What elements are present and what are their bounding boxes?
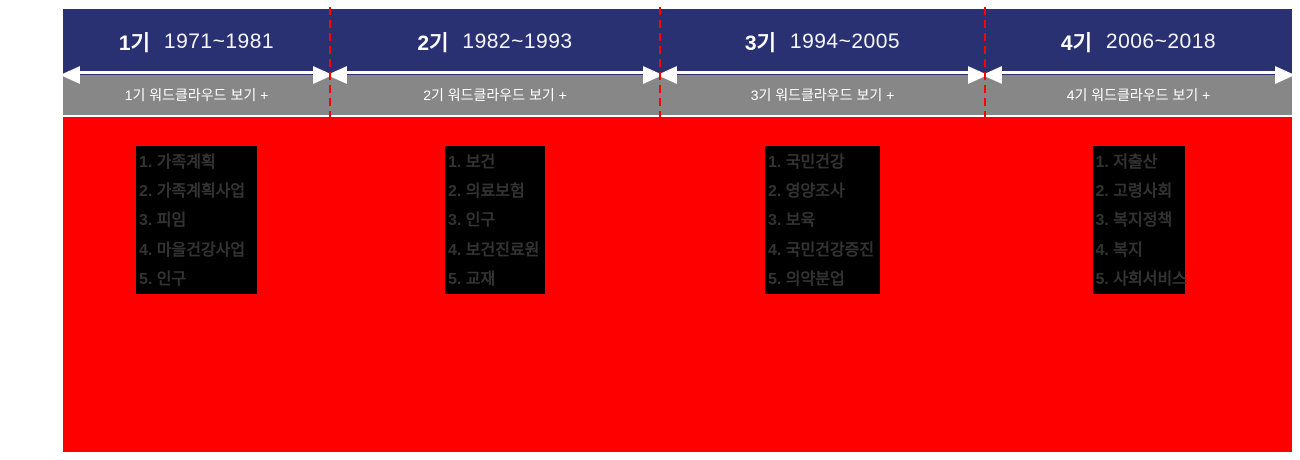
keyword-rank-item: 5. 교재 xyxy=(448,270,496,288)
keyword-rank-item: 3. 복지정책 xyxy=(1095,212,1173,230)
period-header: 2기 1982~1993 xyxy=(330,9,660,75)
keyword-rank-item: 2. 영양조사 xyxy=(768,183,845,201)
period-label: 2기 xyxy=(417,32,449,55)
keyword-rank-item: 4. 보건진료원 xyxy=(448,241,540,259)
period-header: 3기 1994~2005 xyxy=(660,9,985,75)
period-years: 2006~2018 xyxy=(1105,30,1217,53)
period-years: 1971~1981 xyxy=(163,30,275,53)
period-years: 1994~2005 xyxy=(789,30,901,53)
keyword-rank-item: 3. 인구 xyxy=(448,212,496,230)
keyword-rank-item: 2. 의료보험 xyxy=(448,183,525,201)
period-label: 4기 xyxy=(1060,32,1092,55)
period-header: 4기 2006~2018 xyxy=(985,9,1292,75)
keyword-rank-item: 2. 고령사회 xyxy=(1095,183,1173,201)
timeline-panel: 1기 1971~1981 1기 워드클라우드 보기 + 1. 가족계획 2. 가… xyxy=(60,7,1295,452)
keyword-rank-item: 2. 가족계획사업 xyxy=(139,183,246,201)
keyword-rank-box-3: 1. 국민건강 2. 영양조사 3. 보육 4. 국민건강증진 5. 의약분업 xyxy=(765,146,880,294)
period-column-1: 1기 1971~1981 1기 워드클라우드 보기 + 1. 가족계획 2. 가… xyxy=(60,9,333,452)
keyword-rank-item: 5. 의약분업 xyxy=(768,270,845,288)
period-label: 1기 xyxy=(118,32,150,55)
period-column-2: 2기 1982~1993 2기 워드클라우드 보기 + 1. 보건 2. 의료보… xyxy=(327,9,663,452)
keyword-rank-item: 1. 국민건강 xyxy=(768,154,845,171)
period-header: 1기 1971~1981 xyxy=(63,9,330,75)
keyword-rank-box-2: 1. 보건 2. 의료보험 3. 인구 4. 보건진료원 5. 교재 xyxy=(445,146,545,294)
keyword-rank-item: 4. 마을건강사업 xyxy=(139,241,246,259)
keyword-rank-item: 4. 복지 xyxy=(1095,241,1143,259)
periods-row: 1기 1971~1981 1기 워드클라우드 보기 + 1. 가족계획 2. 가… xyxy=(60,9,1295,452)
keyword-rank-item: 4. 국민건강증진 xyxy=(768,241,875,259)
wordcloud-toggle-button-1[interactable]: 1기 워드클라우드 보기 + xyxy=(63,75,330,115)
keyword-rank-item: 5. 인구 xyxy=(139,270,187,288)
period-column-3: 3기 1994~2005 3기 워드클라우드 보기 + 1. 국민건강 2. 영… xyxy=(657,9,988,452)
wordcloud-toggle-button-4[interactable]: 4기 워드클라우드 보기 + xyxy=(985,75,1292,115)
content-area-red xyxy=(63,117,1292,452)
keyword-rank-item: 3. 피임 xyxy=(139,212,187,230)
keyword-rank-item: 1. 저출산 xyxy=(1095,154,1158,171)
period-years: 1982~1993 xyxy=(462,30,573,53)
wordcloud-toggle-button-2[interactable]: 2기 워드클라우드 보기 + xyxy=(330,75,660,115)
keyword-rank-item: 5. 사회서비스 xyxy=(1095,270,1187,288)
keyword-rank-item: 1. 보건 xyxy=(448,154,496,171)
period-label: 3기 xyxy=(744,32,776,55)
keyword-rank-item: 1. 가족계획 xyxy=(139,154,216,171)
keyword-rank-item: 3. 보육 xyxy=(768,212,816,230)
period-column-4: 4기 2006~2018 4기 워드클라우드 보기 + 1. 저출산 2. 고령… xyxy=(982,9,1295,452)
keyword-rank-box-4: 1. 저출산 2. 고령사회 3. 복지정책 4. 복지 5. 사회서비스 xyxy=(1092,146,1187,294)
keyword-rank-box-1: 1. 가족계획 2. 가족계획사업 3. 피임 4. 마을건강사업 5. 인구 xyxy=(136,146,257,294)
wordcloud-toggle-button-3[interactable]: 3기 워드클라우드 보기 + xyxy=(660,75,985,115)
